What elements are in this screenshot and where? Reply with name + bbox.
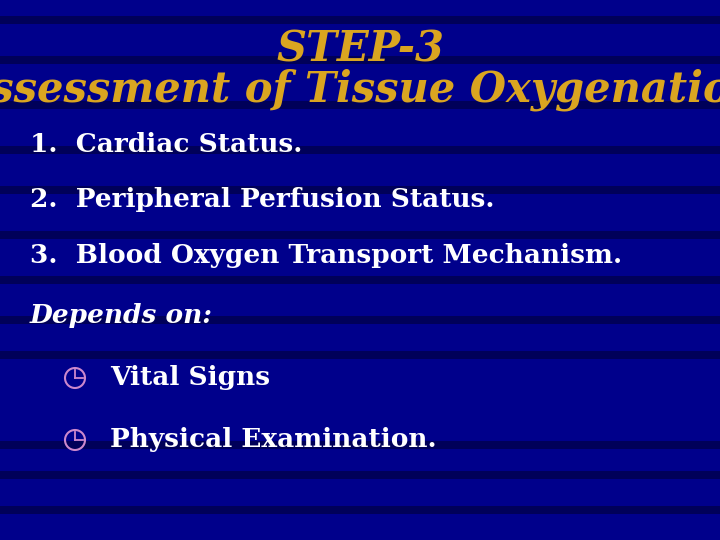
FancyBboxPatch shape [0,441,720,449]
Text: STEP-3: STEP-3 [276,29,444,71]
FancyBboxPatch shape [0,276,720,284]
Text: Vital Signs: Vital Signs [110,366,270,390]
Text: Assessment of Tissue Oxygenation: Assessment of Tissue Oxygenation [0,69,720,111]
FancyBboxPatch shape [0,471,720,479]
FancyBboxPatch shape [0,316,720,324]
FancyBboxPatch shape [0,506,720,514]
FancyBboxPatch shape [0,101,720,109]
Text: 3.  Blood Oxygen Transport Mechanism.: 3. Blood Oxygen Transport Mechanism. [30,242,622,267]
Text: 1.  Cardiac Status.: 1. Cardiac Status. [30,132,302,158]
Text: Depends on:: Depends on: [30,302,213,327]
FancyBboxPatch shape [0,186,720,194]
Text: 2.  Peripheral Perfusion Status.: 2. Peripheral Perfusion Status. [30,187,495,213]
FancyBboxPatch shape [0,231,720,239]
FancyBboxPatch shape [0,146,720,154]
FancyBboxPatch shape [0,16,720,24]
Text: Physical Examination.: Physical Examination. [110,428,436,453]
FancyBboxPatch shape [0,56,720,64]
FancyBboxPatch shape [0,351,720,359]
